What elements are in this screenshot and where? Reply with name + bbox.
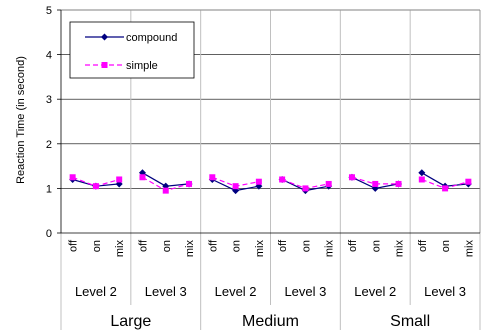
y-axis-label: Reaction Time (in second)	[15, 56, 27, 184]
data-point-simple	[69, 174, 76, 181]
x-tick-label-on: on	[370, 240, 382, 252]
data-point-simple	[186, 180, 193, 187]
data-point-simple	[442, 185, 449, 192]
x-tick-label-off: off	[277, 239, 289, 252]
x-tick-label-off: off	[417, 239, 429, 252]
legend-label-compound: compound	[126, 32, 177, 44]
x-tick-label-mix: mix	[463, 240, 475, 258]
y-tick-label: 2	[46, 139, 52, 151]
y-tick-label: 3	[46, 94, 52, 106]
x-tick-label-mix: mix	[184, 240, 196, 258]
level-label: Level 3	[424, 284, 466, 299]
y-tick-label: 4	[46, 50, 52, 62]
level-label: Level 3	[145, 284, 187, 299]
x-tick-label-mix: mix	[394, 240, 406, 258]
size-label-medium: Medium	[242, 313, 299, 330]
data-point-simple	[116, 176, 123, 183]
data-point-simple	[232, 183, 239, 190]
data-point-simple	[418, 176, 425, 183]
data-point-compound	[418, 169, 426, 177]
x-tick-label-on: on	[161, 240, 173, 252]
series-layer	[69, 169, 472, 195]
legend-label-simple: simple	[126, 60, 158, 72]
data-point-simple	[139, 174, 146, 181]
data-point-simple	[372, 180, 379, 187]
data-point-simple	[395, 180, 402, 187]
size-label-large: Large	[110, 313, 151, 330]
y-tick-label: 5	[46, 5, 52, 17]
data-point-simple	[255, 178, 262, 185]
data-point-simple	[279, 176, 286, 183]
data-point-simple	[209, 174, 216, 181]
x-tick-label-off: off	[68, 239, 80, 252]
level-label: Level 3	[284, 284, 326, 299]
x-tick-label-on: on	[440, 240, 452, 252]
x-tick-label-off: off	[207, 239, 219, 252]
legend-marker-simple	[101, 62, 108, 68]
x-tick-label-on: on	[231, 240, 243, 252]
data-point-simple	[162, 187, 169, 194]
x-tick-label-mix: mix	[114, 240, 126, 258]
x-tick-label-mix: mix	[324, 240, 336, 258]
data-point-simple	[92, 183, 99, 190]
level-label: Level 2	[75, 284, 117, 299]
y-tick-label: 0	[46, 228, 52, 240]
x-tick-label-off: off	[137, 239, 149, 252]
x-tick-label-on: on	[300, 240, 312, 252]
size-label-small: Small	[390, 313, 430, 330]
x-tick-label-off: off	[347, 239, 359, 252]
data-point-simple	[465, 178, 472, 185]
level-label: Level 2	[354, 284, 396, 299]
x-tick-label-mix: mix	[254, 240, 266, 258]
legend-box	[69, 21, 195, 79]
data-point-simple	[302, 185, 309, 192]
data-point-simple	[348, 174, 355, 181]
axis-layer	[57, 9, 481, 234]
legend: compound simple	[69, 21, 195, 79]
legend-marker-compound	[101, 33, 108, 41]
x-tick-label-on: on	[91, 240, 103, 252]
level-label: Level 2	[215, 284, 257, 299]
data-point-simple	[325, 180, 332, 187]
y-tick-label: 1	[46, 183, 52, 195]
